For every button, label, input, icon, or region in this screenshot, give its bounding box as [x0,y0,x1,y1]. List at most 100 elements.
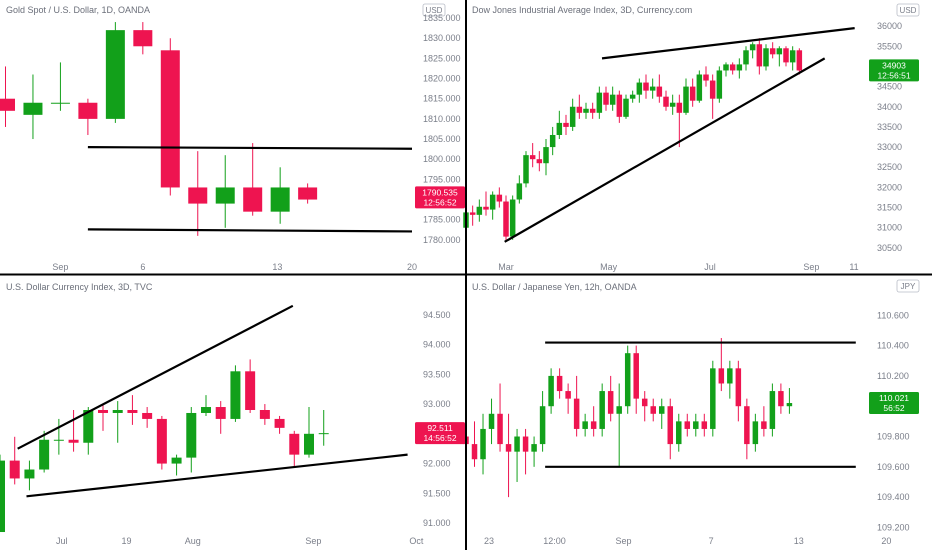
candle [663,90,669,111]
candle [729,62,736,75]
candle [497,383,503,452]
candle [636,78,643,103]
candle [304,407,314,458]
x-tick-label: Oct [409,536,424,546]
candle-body [488,413,495,429]
candle-body [727,368,733,384]
candle-body [497,413,503,445]
candle-body [289,433,300,455]
currency-tag: USD [900,6,917,15]
candle [68,410,79,452]
candle [105,22,125,123]
candle [650,398,656,422]
y-tick-label: 1825.000 [423,53,461,63]
price-tag-time: 12:56:52 [423,197,456,207]
candle [171,454,182,476]
candle-body [509,199,516,237]
y-tick-label: 31000 [877,223,902,233]
price-tag-value: 1790.535 [422,187,458,197]
x-tick-label: Sep [803,262,819,272]
candle-body [24,469,35,479]
candle [503,195,509,241]
y-tick-label: 35500 [877,41,902,51]
candle-body [596,92,603,113]
candle-body [769,48,776,55]
candle [539,391,546,452]
y-tick-label: 1785.000 [423,215,461,225]
candle-body [676,102,683,113]
candle-body [641,398,648,407]
candle [188,151,208,236]
y-tick-label: 30500 [877,243,902,253]
candle-body [736,64,743,71]
candle-body [23,102,43,115]
candle-body [786,403,793,407]
chart-title: Dow Jones Industrial Average Index, 3D, … [472,5,692,15]
candle [483,191,489,216]
y-tick-label: 1810.000 [423,114,461,124]
candle [522,428,529,475]
y-tick-label: 1830.000 [423,33,461,43]
y-tick-label: 33000 [877,142,902,152]
candle-body [0,460,5,533]
y-tick-label: 92.000 [423,459,451,469]
candle-body [696,74,703,101]
candle [667,398,674,460]
candle [496,187,503,208]
candle-body [188,187,208,204]
candle [701,413,708,437]
y-tick-label: 31500 [877,203,902,213]
candle-body [583,108,589,113]
candle [761,406,767,437]
x-tick-label: Sep [615,536,631,546]
x-tick-label: Jul [56,536,68,546]
candle [201,395,211,416]
y-tick-label: 1815.000 [423,94,461,104]
candle-body [624,353,631,407]
x-tick-label: 13 [794,536,804,546]
y-tick-label: 34500 [877,82,902,92]
candle [629,90,636,103]
trend-line [17,304,294,450]
x-tick-label: Sep [52,262,68,272]
candle-body [752,421,759,445]
candle-body [489,194,496,210]
y-tick-label: 94.500 [423,310,451,320]
candle-body [778,391,784,407]
candle-body [536,159,543,164]
y-tick-label: 36000 [877,21,902,31]
candle [749,42,756,59]
candle [548,368,554,414]
price-tag-value: 110.021 [879,393,909,403]
candle [576,94,583,119]
candle-body [789,50,796,63]
candle [776,46,783,67]
candle-body [68,439,79,443]
candle-body [215,187,235,204]
candle-body [127,410,138,413]
price-tag-box [869,392,919,415]
candle-body [543,147,549,164]
candle-body [723,64,729,71]
candle [469,205,476,226]
candle [641,391,648,422]
candle-body [160,50,180,188]
candle [709,74,716,119]
candle [752,413,759,452]
price-tag-time: 56:52 [883,403,905,413]
candle-body [171,457,182,464]
candle-body [590,421,597,429]
candle-body [9,460,20,479]
candle [142,407,153,428]
chart-panel-4: U.S. Dollar / Japanese Yen, 12h, OANDA JP… [463,279,920,546]
candle-body [215,407,226,419]
x-tick-label: 19 [122,536,132,546]
candle [215,401,226,434]
y-tick-label: 109.400 [877,492,910,502]
candle [669,94,676,115]
candle-body [105,30,125,119]
candle [543,139,549,176]
x-tick-label: 7 [709,536,714,546]
candle [476,199,483,222]
candle [582,413,588,437]
